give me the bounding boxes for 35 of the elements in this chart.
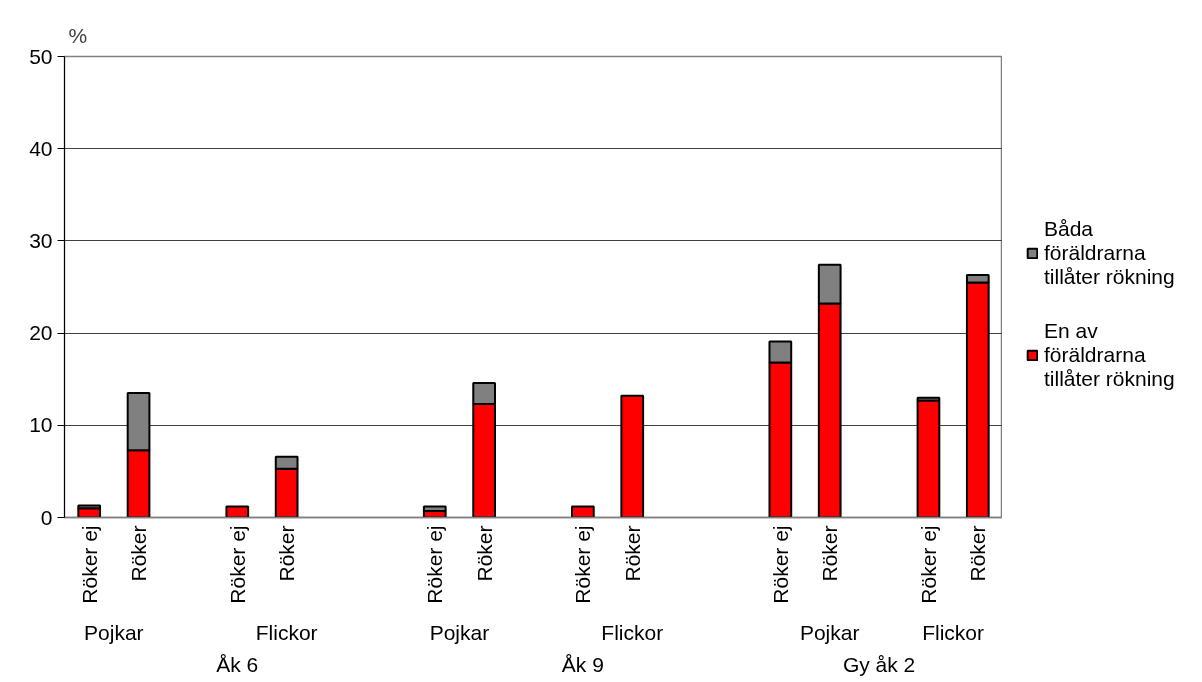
text: Åk 6	[216, 652, 259, 676]
x-tick-label: Röker	[127, 525, 151, 582]
legend-label: Båda föräldrarna tillåter rökning	[1044, 217, 1175, 289]
x-tick-label: Röker ej	[225, 525, 249, 604]
y-tick-label: 10	[29, 413, 53, 437]
x-tick-label: Röker ej	[916, 525, 940, 604]
bar	[571, 505, 595, 518]
x-tick-label: Röker	[275, 525, 299, 582]
x-tick-label: Röker	[472, 525, 496, 582]
x-tick-label: Röker ej	[423, 525, 447, 604]
text: Gy åk 2	[842, 652, 916, 676]
text: Pojkar	[84, 620, 144, 644]
text: Pojkar	[429, 620, 490, 644]
text: Flickor	[255, 620, 318, 644]
text: Flickor	[922, 620, 985, 644]
bar	[916, 399, 941, 518]
legend-label: En av föräldrarna tillåter rökning	[1044, 319, 1175, 391]
x-tick-label: Röker	[620, 525, 644, 582]
bar	[422, 505, 447, 513]
text: Pojkar	[799, 620, 860, 644]
y-tick-label: 20	[29, 321, 53, 345]
x-tick-label: Röker	[818, 525, 842, 582]
text: Flickor	[601, 620, 664, 644]
y-tick-label: 0	[40, 505, 53, 529]
text: Åk 9	[561, 652, 604, 676]
y-tick-label: 40	[29, 136, 53, 160]
y-axis-title: %	[68, 23, 88, 47]
bar	[620, 394, 645, 518]
x-tick-label: Röker ej	[571, 525, 595, 604]
y-tick-label: 50	[29, 44, 53, 68]
x-tick-label: Röker ej	[77, 525, 101, 604]
y-tick-label: 30	[29, 228, 53, 252]
x-tick-label: Röker	[966, 525, 990, 582]
x-tick-label: Röker ej	[768, 525, 792, 604]
bar	[225, 505, 250, 518]
